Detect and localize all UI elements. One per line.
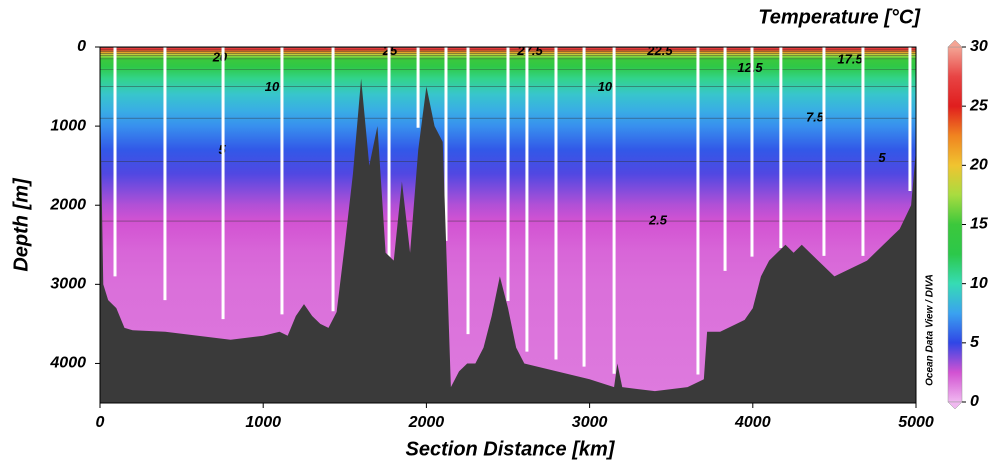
colorbar-tick-label: 20 [969, 157, 988, 174]
y-tick-label: 2000 [49, 196, 86, 213]
axes: 0 1000 2000 3000 4000 5000 0 1000 2000 3000 4000 0 5… [49, 38, 988, 431]
y-tick-label: 3000 [50, 276, 86, 293]
x-tick-label: 3000 [572, 414, 608, 431]
colorbar-bottom-cap [947, 401, 963, 410]
bathymetry [100, 78, 916, 403]
colorbar-tick-label: 25 [969, 97, 989, 114]
x-tick-label: 4000 [734, 414, 771, 431]
contour-label: 7.5 [806, 110, 825, 125]
y-tick-label: 1000 [50, 117, 86, 134]
credit: Ocean Data View / DIVA [925, 274, 936, 386]
contour-label: 22.5 [646, 43, 673, 58]
colorbar [947, 46, 963, 403]
contour-label: 27.5 [516, 43, 543, 58]
colorbar-tick-label: 5 [970, 334, 980, 351]
contour-label: 12.5 [737, 60, 763, 75]
x-tick-label: 2000 [408, 414, 445, 431]
colorbar-tick-label: 0 [970, 393, 979, 410]
colorbar-tick-label: 15 [970, 216, 989, 233]
contour-label: 17.5 [837, 51, 863, 66]
x-tick-label: 0 [96, 414, 105, 431]
x-tick-label: 1000 [245, 414, 281, 431]
contour-label: 10 [265, 79, 280, 94]
colorbar-tick-label: 30 [970, 38, 988, 55]
contour-label: 20 [212, 50, 228, 65]
x-axis-title: Section Distance [km] [406, 438, 616, 460]
contour-label: 2.5 [648, 212, 668, 227]
contour-label: 5 [878, 150, 886, 165]
colorbar-top-cap [947, 39, 963, 48]
colorbar-tick-label: 10 [970, 275, 988, 292]
plot-frame [99, 46, 917, 404]
y-axis-title: Depth [m] [10, 177, 32, 272]
contour-label: 10 [598, 79, 613, 94]
y-tick-label: 4000 [49, 355, 86, 372]
chart-title: Temperature [°C] [758, 6, 921, 28]
y-tick-label: 0 [77, 38, 86, 55]
x-tick-label: 5000 [898, 414, 934, 431]
